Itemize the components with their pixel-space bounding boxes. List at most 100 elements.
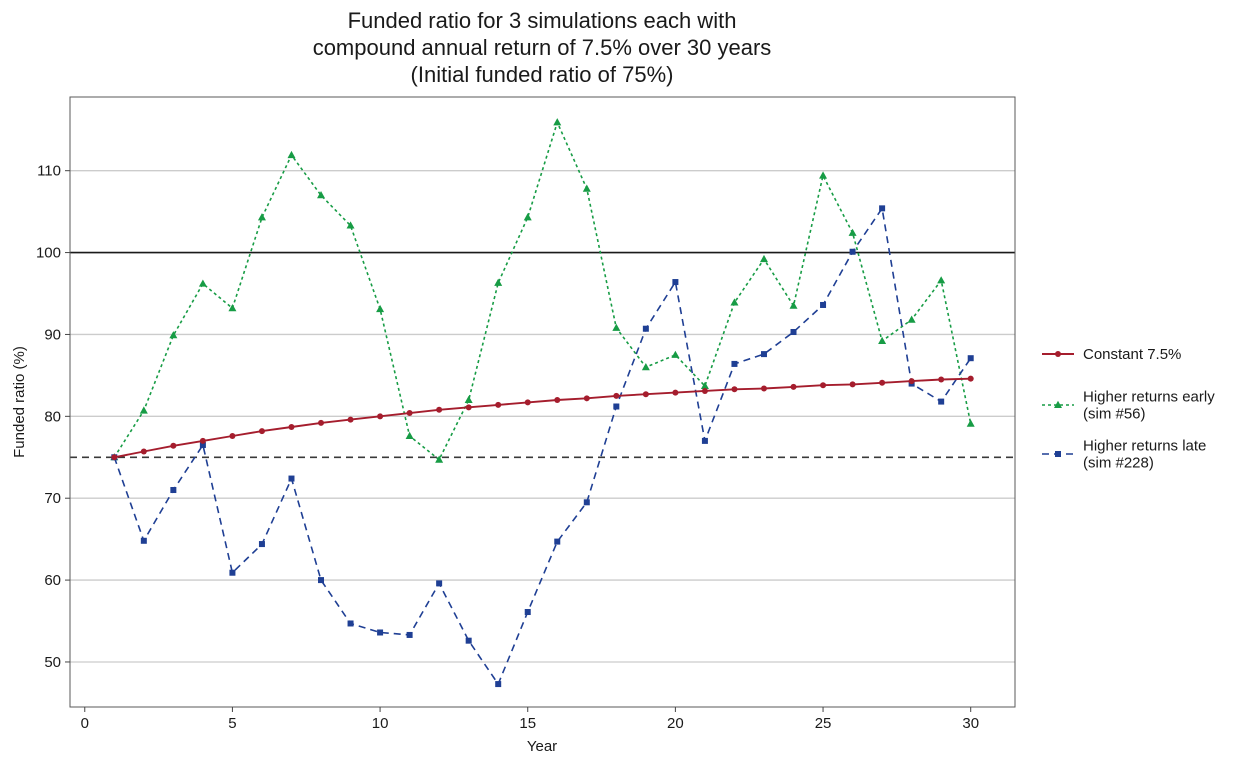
data-point [613, 403, 620, 410]
data-point [377, 413, 384, 420]
plot-area-frame [69, 96, 1016, 708]
data-point [140, 448, 147, 455]
reference-lines [70, 251, 1015, 459]
data-point [524, 609, 531, 616]
data-point [199, 441, 206, 448]
data-point [257, 213, 266, 221]
data-point [405, 431, 414, 439]
y-axis: 50 60 70 80 90 100 110 [36, 163, 70, 671]
data-point [347, 416, 354, 423]
data-point [759, 254, 768, 263]
data-point [406, 631, 413, 638]
data-point [967, 355, 974, 362]
data-point [938, 376, 945, 383]
x-tick-label: 25 [815, 715, 832, 732]
data-point [700, 381, 709, 390]
series-0 [111, 375, 974, 461]
data-point [524, 399, 531, 406]
data-point [907, 315, 916, 323]
data-point [258, 428, 265, 435]
x-axis-title: Year [527, 738, 557, 755]
x-tick-label: 0 [81, 715, 89, 732]
data-point [229, 432, 236, 439]
data-point [820, 382, 827, 389]
data-point [554, 538, 561, 545]
data-point [672, 279, 679, 286]
data-point [849, 381, 856, 388]
data-point [376, 304, 385, 313]
data-point [790, 328, 797, 335]
data-point [731, 386, 738, 393]
legend-label-line: (sim #228) [1083, 455, 1154, 472]
y-tick-label: 50 [44, 654, 61, 671]
data-point [465, 637, 472, 644]
data-point [553, 118, 562, 126]
x-axis: 0 5 10 15 20 25 30 [81, 707, 979, 732]
y-tick-label: 70 [44, 490, 61, 507]
data-point [229, 569, 236, 576]
data-point [612, 323, 621, 331]
gridlines [70, 170, 1015, 663]
data-point [938, 398, 945, 405]
data-point [937, 276, 946, 284]
data-point [287, 150, 296, 159]
x-tick-label: 30 [962, 715, 979, 732]
chart-title: Funded ratio for 3 simulations each with… [313, 8, 772, 87]
data-point [170, 442, 177, 449]
series-layer [110, 118, 975, 688]
data-point [435, 455, 444, 463]
data-point [495, 401, 502, 408]
y-tick-label: 110 [37, 163, 61, 180]
legend-label-line: Constant 7.5% [1083, 346, 1181, 363]
data-point [377, 629, 384, 636]
data-point [730, 298, 739, 306]
data-point [318, 577, 325, 584]
data-point [879, 379, 886, 386]
data-point [701, 387, 708, 394]
data-point [406, 410, 413, 417]
data-point [642, 325, 649, 332]
data-point [318, 419, 325, 426]
y-tick-label: 60 [44, 572, 61, 589]
data-point [879, 205, 886, 212]
data-point [819, 171, 828, 179]
series-line-2 [113, 206, 972, 686]
y-tick-label: 80 [44, 408, 61, 425]
data-point [966, 419, 975, 427]
data-point [760, 351, 767, 358]
data-point [288, 475, 295, 482]
legend-label-1: Higher returns early (sim #56) [1083, 389, 1215, 423]
legend-label-2: Higher returns late (sim #228) [1083, 438, 1206, 472]
legend: Constant 7.5% Higher returns early (sim #5… [1042, 346, 1215, 472]
y-tick-label: 90 [44, 326, 61, 343]
data-point [582, 184, 591, 192]
data-point [820, 301, 827, 308]
series-1 [110, 118, 975, 463]
data-point [495, 681, 502, 688]
data-point [169, 331, 178, 339]
chart-title-line-2: compound annual return of 7.5% over 30 y… [313, 35, 772, 60]
x-tick-label: 5 [228, 715, 236, 732]
data-point [140, 537, 147, 544]
data-point [288, 423, 295, 430]
chart-title-line-1: Funded ratio for 3 simulations each with [348, 8, 737, 33]
data-point [908, 378, 915, 385]
x-tick-label: 10 [372, 715, 389, 732]
legend-marker-0 [1055, 351, 1061, 357]
data-point [228, 304, 237, 312]
data-point [789, 301, 798, 309]
data-point [523, 213, 532, 221]
data-point [613, 392, 620, 399]
data-point [111, 454, 118, 461]
legend-label-line: Higher returns late [1083, 438, 1206, 455]
data-point [258, 541, 265, 548]
data-point [139, 406, 148, 414]
legend-marker-1 [1054, 400, 1062, 408]
legend-marker-2 [1055, 451, 1061, 457]
series-line-0 [114, 377, 971, 459]
y-axis-title: Funded ratio (%) [11, 346, 28, 458]
data-point [790, 383, 797, 390]
data-point [672, 389, 679, 396]
